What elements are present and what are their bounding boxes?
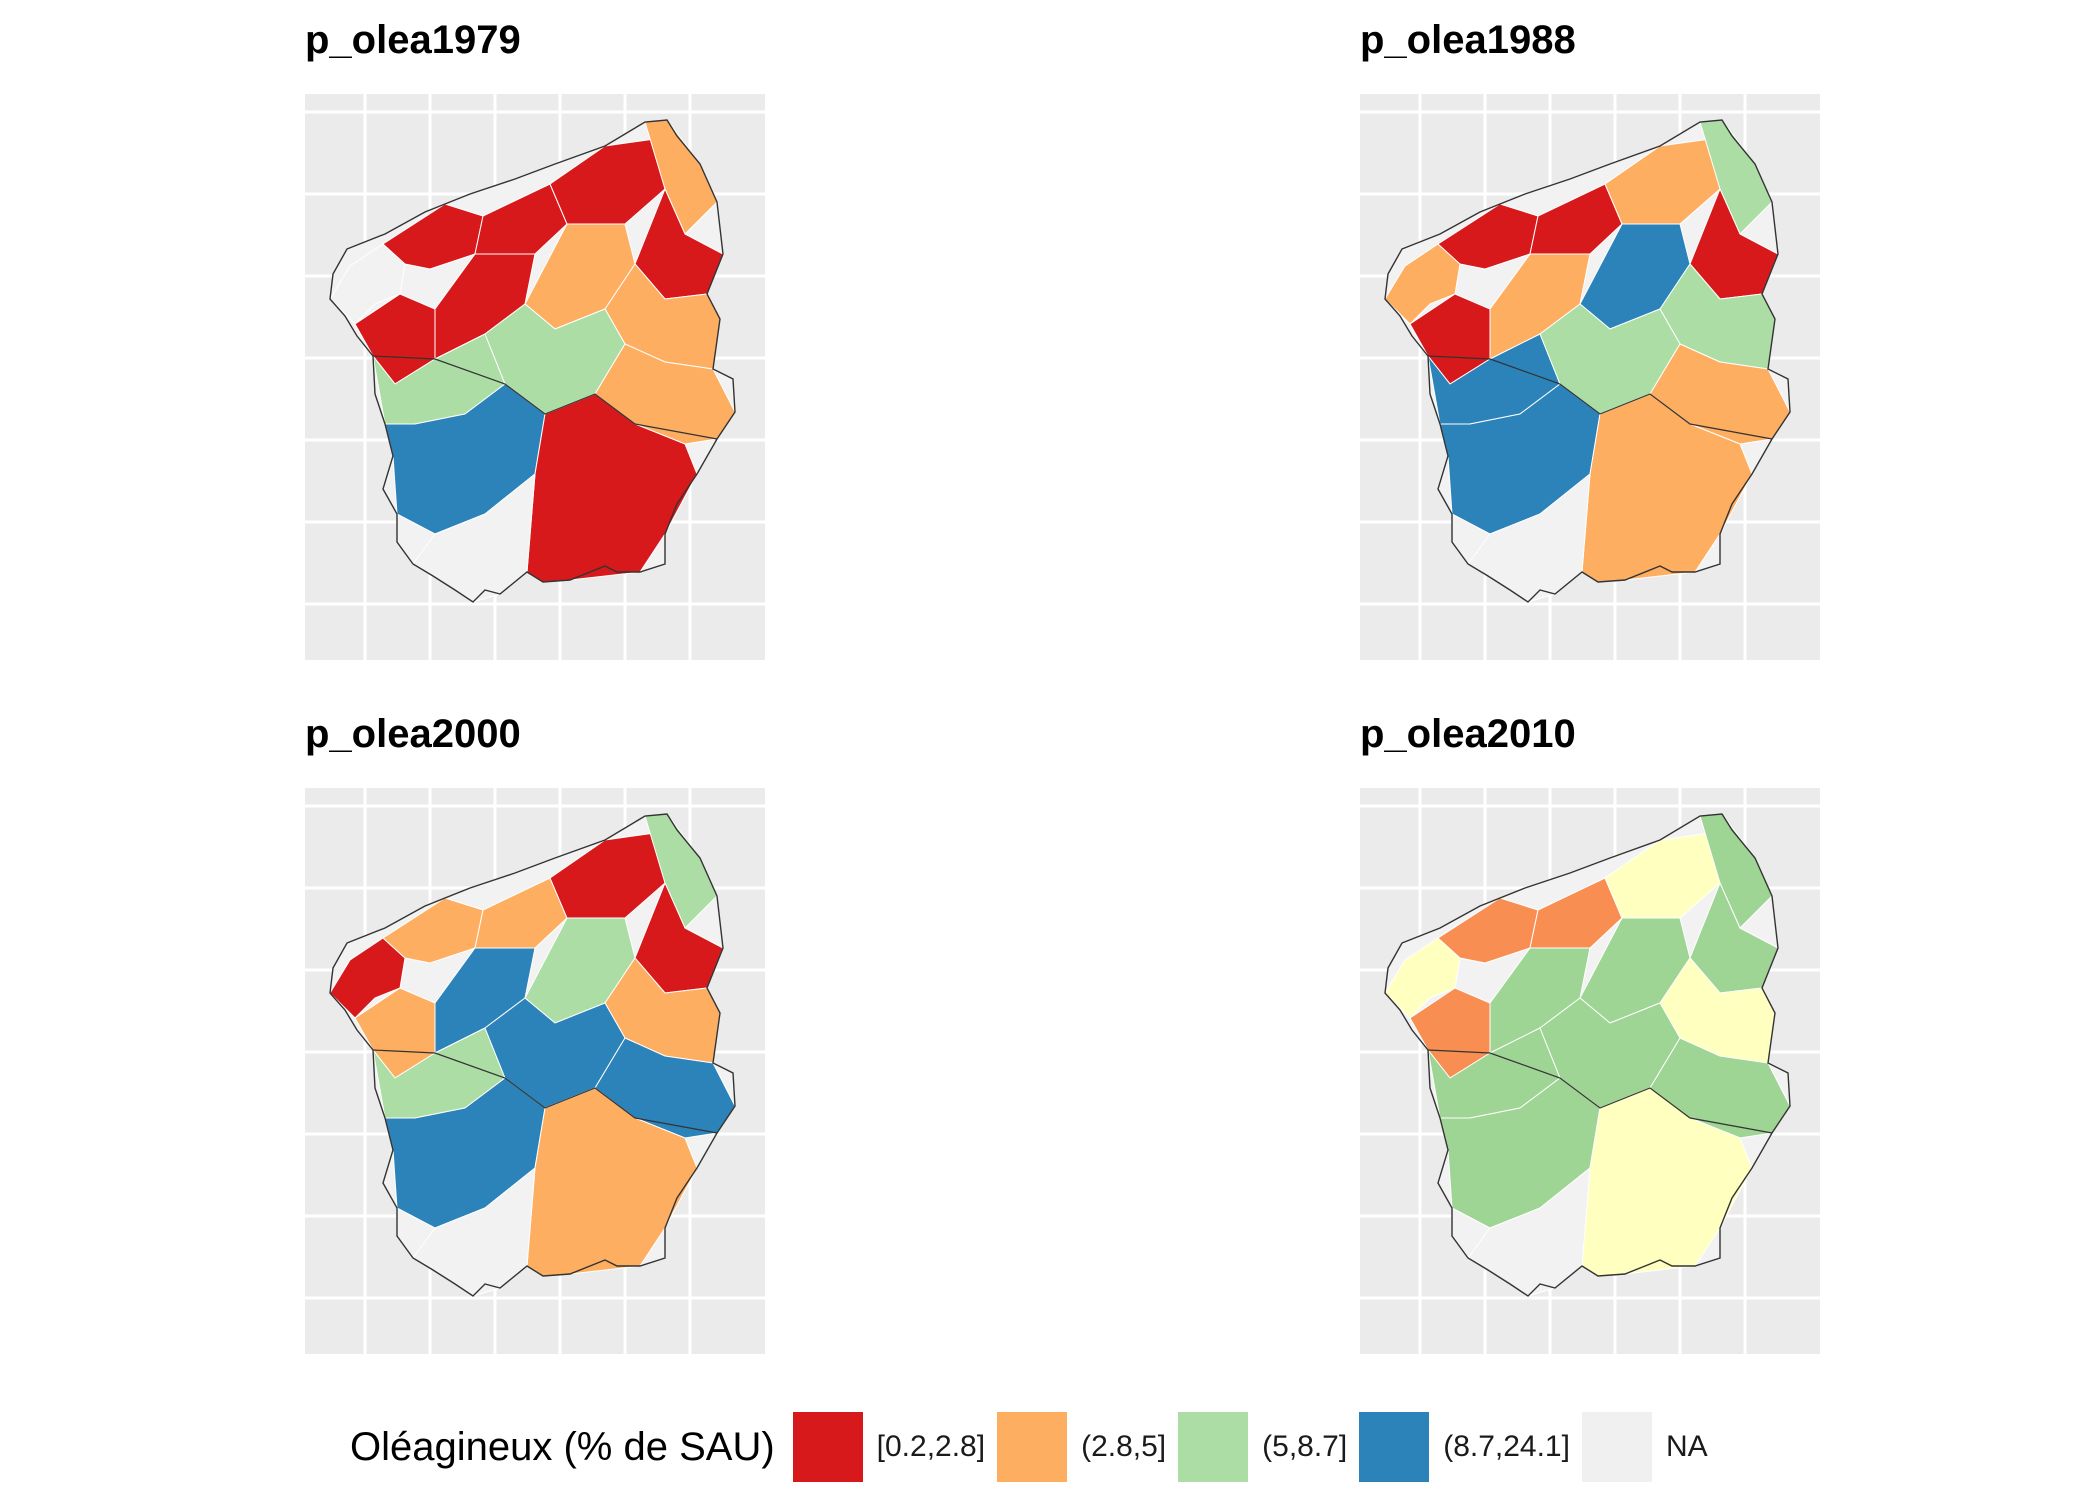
region-polygon bbox=[329, 937, 406, 1019]
panel-title: p_olea1979 bbox=[305, 18, 521, 62]
region-polygon bbox=[1529, 183, 1623, 255]
region-polygon bbox=[329, 243, 406, 325]
map-area bbox=[1360, 94, 1820, 660]
territory-outline bbox=[1384, 813, 1791, 1297]
region-polygon bbox=[1529, 877, 1623, 949]
map-area bbox=[305, 94, 765, 660]
legend-item: (2.8,5] bbox=[997, 1412, 1166, 1482]
legend-label: (5,8.7] bbox=[1262, 1430, 1348, 1463]
legend-label: NA bbox=[1665, 1430, 1708, 1463]
legend-swatch bbox=[1581, 1412, 1652, 1482]
legend-swatch bbox=[792, 1412, 863, 1482]
map-legend: Oléagineux (% de SAU) [0.2,2.8] (2.8,5] … bbox=[350, 1410, 1720, 1484]
territory-outline bbox=[1384, 119, 1791, 603]
legend-item: (8.7,24.1] bbox=[1359, 1412, 1570, 1482]
legend-title: Oléagineux (% de SAU) bbox=[350, 1424, 775, 1469]
department-border bbox=[372, 1049, 718, 1134]
legend-item: [0.2,2.8] bbox=[792, 1412, 986, 1482]
legend-label: [0.2,2.8] bbox=[876, 1430, 986, 1463]
legend-item: (5,8.7] bbox=[1178, 1412, 1347, 1482]
territory-outline bbox=[329, 119, 736, 603]
legend-item: NA bbox=[1581, 1412, 1708, 1482]
department-border bbox=[1427, 355, 1773, 440]
department-border bbox=[372, 355, 718, 440]
region-map bbox=[305, 788, 765, 1354]
legend-swatch bbox=[1359, 1412, 1430, 1482]
territory-outline bbox=[329, 813, 736, 1297]
region-polygon bbox=[1384, 937, 1461, 1019]
legend-label: (8.7,24.1] bbox=[1443, 1430, 1570, 1463]
panel-title: p_olea2010 bbox=[1360, 712, 1576, 756]
legend-label: (2.8,5] bbox=[1081, 1430, 1167, 1463]
region-map bbox=[1360, 94, 1820, 660]
map-area bbox=[1360, 788, 1820, 1354]
region-map bbox=[1360, 788, 1820, 1354]
region-map bbox=[305, 94, 765, 660]
map-area bbox=[305, 788, 765, 1354]
department-border bbox=[1427, 1049, 1773, 1134]
legend-swatch bbox=[997, 1412, 1068, 1482]
region-polygon bbox=[474, 877, 568, 949]
panel-title: p_olea1988 bbox=[1360, 18, 1576, 62]
region-polygon bbox=[1384, 243, 1461, 325]
panel-title: p_olea2000 bbox=[305, 712, 521, 756]
legend-swatch bbox=[1178, 1412, 1249, 1482]
region-polygon bbox=[474, 183, 568, 255]
